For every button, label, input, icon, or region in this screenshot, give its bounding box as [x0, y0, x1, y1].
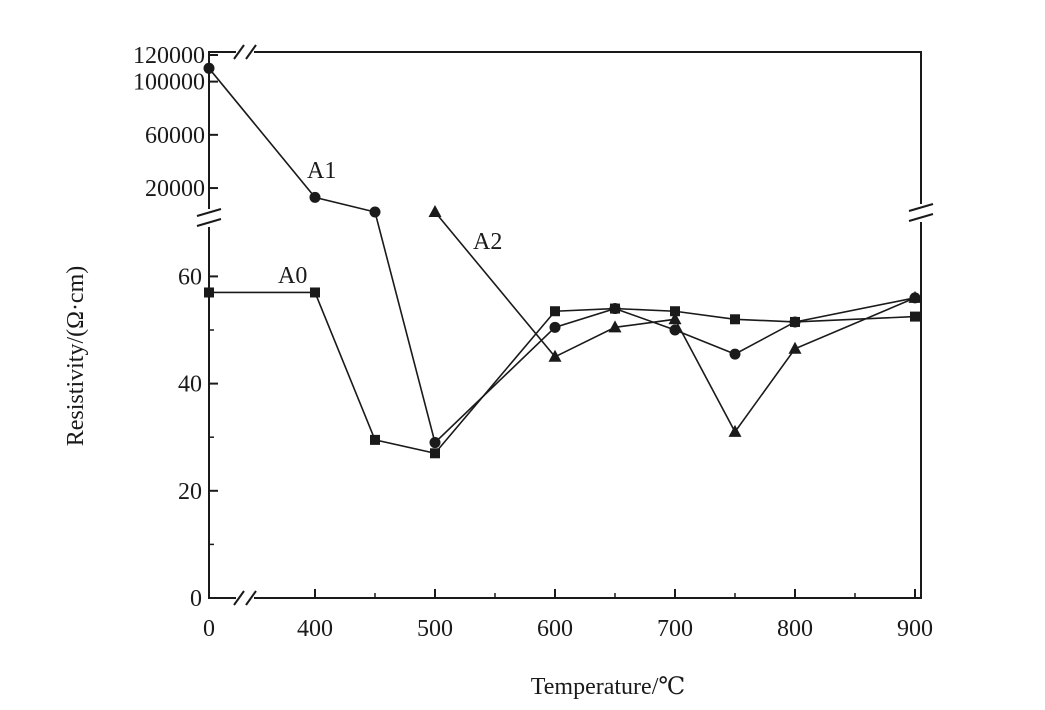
x-axis-title: Temperature/℃ [531, 674, 685, 700]
data-point-square [910, 311, 920, 322]
data-point-circle [203, 62, 215, 74]
y-tick-label: 0 [190, 586, 202, 612]
x-break-bottom-slash [233, 590, 245, 606]
series-a2 [428, 205, 922, 437]
series-line [209, 291, 916, 455]
data-point-circle [309, 191, 321, 203]
data-point-triangle [608, 320, 622, 333]
series-layer [203, 62, 922, 459]
data-point-triangle [668, 312, 682, 325]
x-tick-label: 800 [777, 616, 813, 642]
y-break-right-slash [908, 203, 934, 212]
plot-frame [208, 51, 922, 599]
data-point-triangle [428, 205, 442, 217]
data-point-circle [429, 437, 441, 449]
series-label-a2: A2 [473, 229, 502, 255]
axis-breaks [196, 44, 934, 606]
x-tick-label: 500 [417, 616, 453, 642]
data-point-square [670, 306, 680, 317]
data-point-square [430, 448, 440, 459]
data-point-square [204, 287, 214, 298]
x-tick-label: 0 [203, 616, 215, 642]
y-upper-tick-label: 100000 [133, 70, 205, 96]
y-break-right-slash [908, 213, 934, 222]
series-a0 [204, 287, 920, 459]
x-break-top-slash [245, 44, 257, 60]
x-tick-label: 400 [297, 616, 333, 642]
data-point-square [310, 287, 320, 298]
data-point-circle [789, 316, 801, 328]
data-point-circle [549, 321, 561, 333]
y-axis-title: Resistivity/(Ω·cm) [63, 266, 89, 446]
data-point-square [730, 314, 740, 325]
plot-border [208, 51, 922, 599]
data-point-circle [609, 303, 621, 315]
x-tick-label: 900 [897, 616, 933, 642]
data-point-circle [729, 348, 741, 360]
data-point-triangle [788, 341, 802, 354]
x-tick-label: 700 [657, 616, 693, 642]
x-break-bottom-slash [245, 590, 257, 606]
y-tick-label: 40 [178, 372, 202, 398]
y-upper-tick-label: 120000 [133, 43, 205, 69]
data-point-triangle [548, 349, 562, 362]
series-a1 [203, 62, 921, 449]
tick-labels: 0 400 500 600 700 800 900 0 20 40 60 20000 60000 1000… [133, 43, 933, 642]
x-tick-label: 600 [537, 616, 573, 642]
data-point-triangle [728, 424, 742, 437]
y-break-left-slash [196, 208, 222, 217]
y-tick-label: 60 [178, 264, 202, 290]
axis-ticks [208, 54, 916, 599]
series-line [208, 67, 916, 445]
x-break-top-slash [233, 44, 245, 60]
y-upper-tick-label: 60000 [145, 123, 205, 149]
data-point-square [370, 434, 380, 445]
data-point-triangle [908, 290, 922, 303]
series-labels: A0 A1 A2 [278, 158, 502, 289]
y-tick-label: 20 [178, 479, 202, 505]
y-break-left-slash [196, 218, 222, 227]
data-point-square [550, 306, 560, 317]
series-label-a1: A1 [307, 158, 336, 184]
data-point-circle [369, 206, 381, 218]
data-point-circle [669, 324, 681, 336]
series-label-a0: A0 [278, 263, 307, 289]
y-upper-tick-label: 20000 [145, 176, 205, 202]
